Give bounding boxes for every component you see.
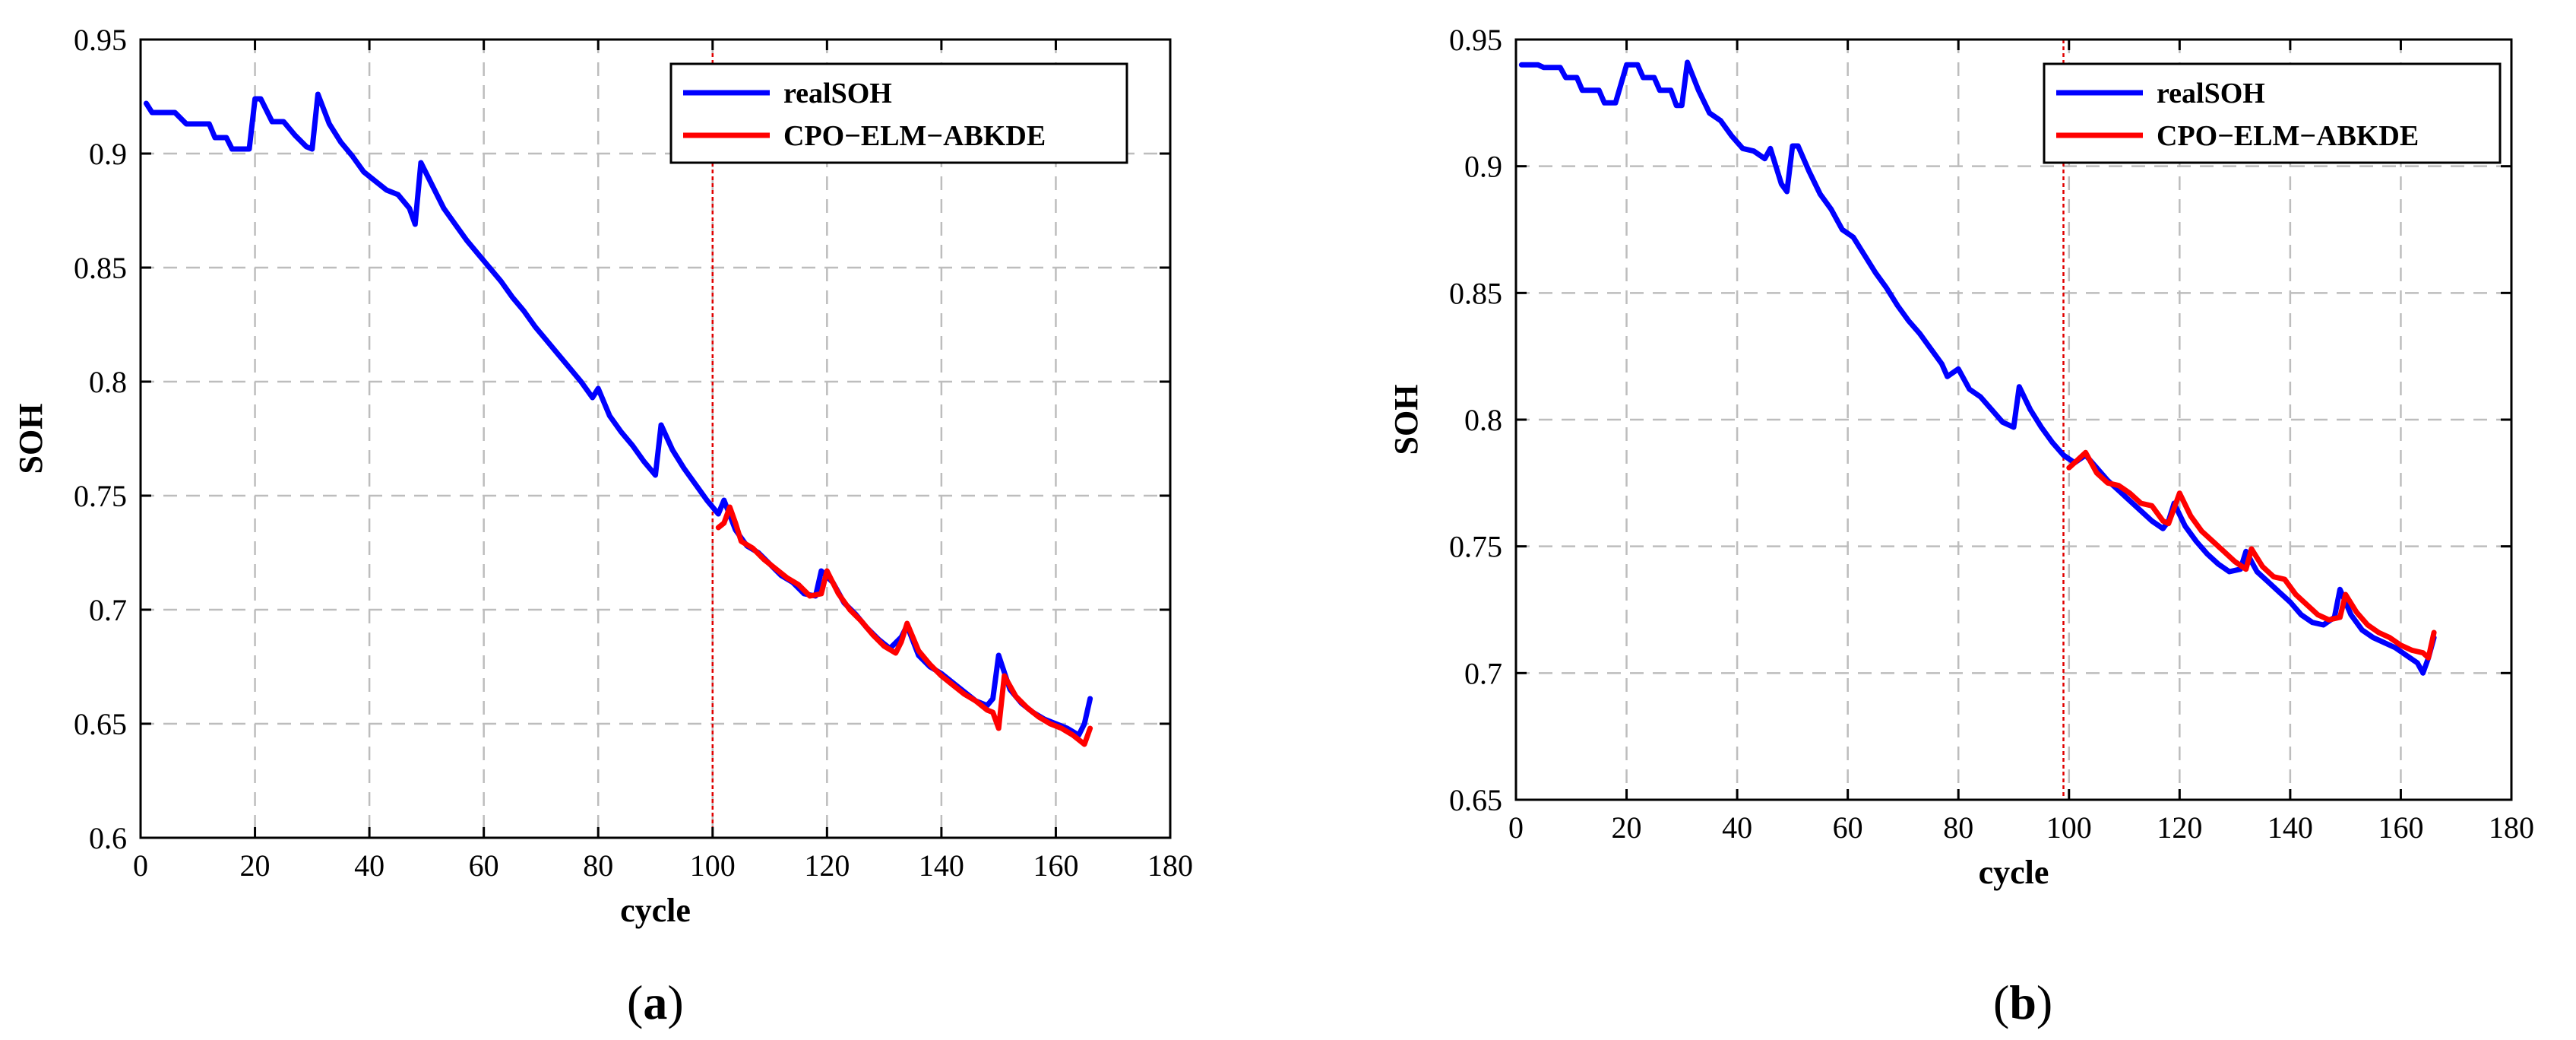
x-tick-label: 40: [1722, 810, 1752, 845]
x-tick-label: 60: [469, 848, 499, 883]
y-tick-label: 0.7: [89, 593, 127, 627]
x-tick-label: 20: [1612, 810, 1642, 845]
panel-caption: (a): [627, 975, 684, 1029]
legend-label: realSOH: [2157, 78, 2265, 109]
y-axis-label: SOH: [1388, 385, 1425, 455]
x-tick-label: 160: [1033, 848, 1078, 883]
y-tick-label: 0.8: [89, 365, 127, 399]
y-tick-label: 0.85: [1449, 276, 1502, 310]
legend-box: [669, 62, 1128, 164]
chart-panel-b: 0 20 40 60 80 100 120 140 160 180 0.65 0.7 0.75 0.8 0.…: [1388, 23, 2534, 1029]
y-tick-label: 0.7: [1464, 656, 1502, 690]
y-tick-label: 0.65: [1449, 783, 1502, 817]
series-line-cpo-elm-abkde: [715, 504, 1093, 747]
x-tick-label: 0: [1508, 810, 1524, 845]
y-axis-label: SOH: [12, 404, 49, 474]
chart-panel-a: 0 20 40 60 80 100 120 140 160 180 0.6 0.65 0.7 0.75 0.…: [12, 23, 1193, 1029]
x-tick-label: 140: [2267, 810, 2313, 845]
x-tick-label: 180: [1147, 848, 1193, 883]
y-tick-label: 0.9: [1464, 150, 1502, 184]
y-tick-label: 0.65: [74, 707, 127, 741]
y-tick-label: 0.9: [89, 137, 127, 171]
y-tick-label: 0.75: [1449, 530, 1502, 564]
panel-caption: (b): [1993, 975, 2052, 1029]
series-line-realsoh: [1518, 59, 2437, 676]
legend-label: CPO−ELM−ABKDE: [783, 120, 1046, 152]
y-tick-label: 0.85: [74, 251, 127, 285]
series-line-cpo-elm-abkde: [2066, 449, 2437, 661]
x-tick-label: 100: [2046, 810, 2092, 845]
x-tick-label: 20: [240, 848, 271, 883]
y-tick-label: 0.95: [1449, 23, 1502, 57]
y-tick-label: 0.75: [74, 479, 127, 513]
legend-label: CPO−ELM−ABKDE: [2157, 120, 2419, 152]
legend: realSOH CPO−ELM−ABKDE: [2043, 62, 2502, 164]
legend-label: realSOH: [783, 78, 892, 109]
x-tick-label: 100: [690, 848, 736, 883]
x-tick-label: 160: [2378, 810, 2423, 845]
y-tick-label: 0.8: [1464, 403, 1502, 437]
x-tick-label: 80: [583, 848, 613, 883]
panel-caption-letter: b: [2009, 975, 2036, 1029]
x-axis-label: cycle: [620, 892, 691, 929]
x-tick-label: 120: [804, 848, 850, 883]
axes-frame: [139, 38, 1172, 839]
y-tick-label: 0.6: [89, 821, 127, 855]
x-tick-label: 40: [354, 848, 385, 883]
x-tick-label: 60: [1833, 810, 1863, 845]
x-tick-label: 180: [2489, 810, 2534, 845]
y-tick-label: 0.95: [74, 23, 127, 57]
x-tick-label: 80: [1943, 810, 1973, 845]
panel-caption-letter: a: [643, 975, 667, 1029]
legend: realSOH CPO−ELM−ABKDE: [669, 62, 1128, 164]
x-tick-label: 120: [2157, 810, 2202, 845]
x-axis-label: cycle: [1979, 854, 2049, 891]
x-tick-label: 0: [133, 848, 148, 883]
legend-box: [2043, 62, 2502, 164]
x-tick-label: 140: [919, 848, 964, 883]
